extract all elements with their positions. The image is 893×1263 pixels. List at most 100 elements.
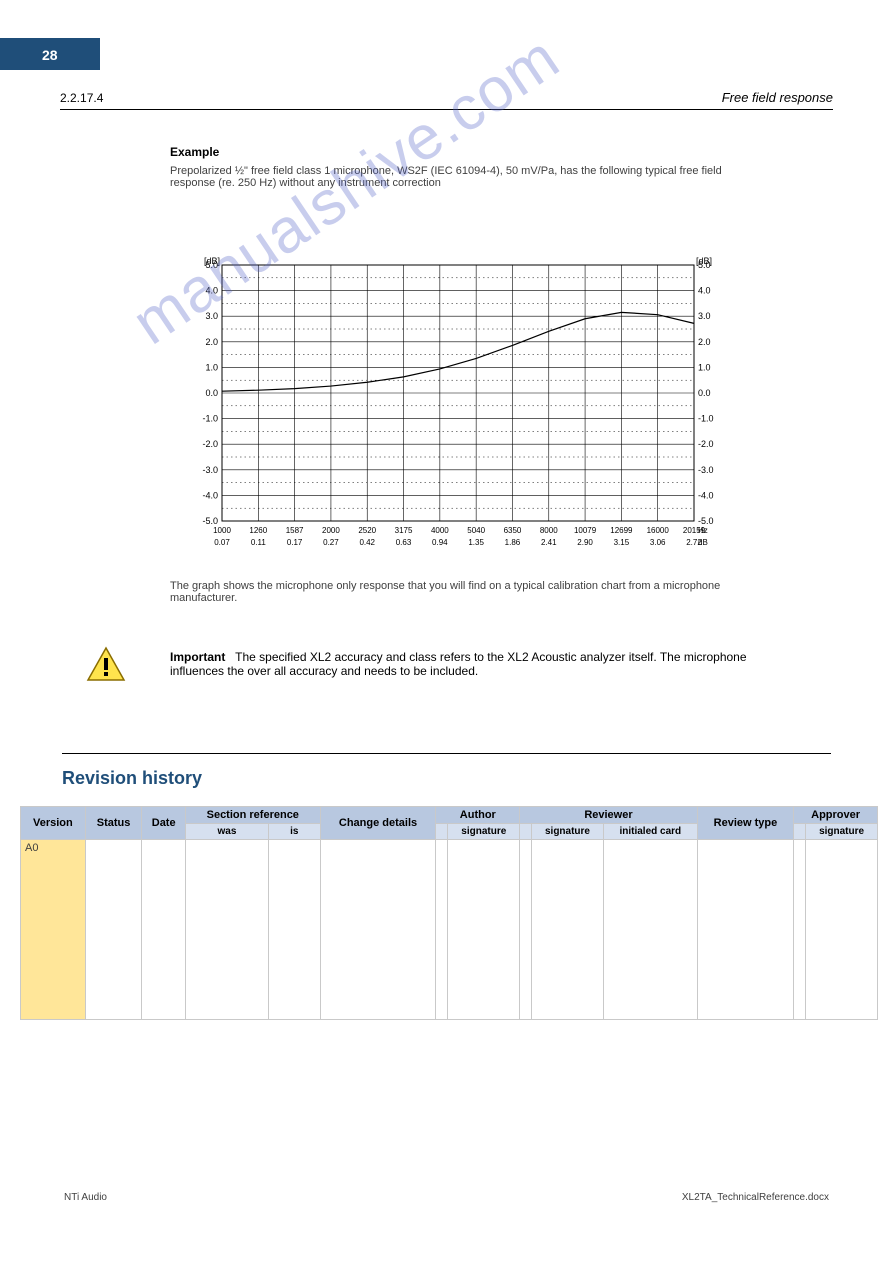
- svg-text:8000: 8000: [540, 526, 558, 535]
- table-row: A0: [21, 840, 878, 1020]
- svg-text:dB: dB: [698, 538, 708, 547]
- col-reviewer: Reviewer: [520, 807, 698, 824]
- svg-text:3.0: 3.0: [698, 311, 711, 321]
- sub-app-sig: signature: [806, 824, 878, 840]
- svg-text:-3.0: -3.0: [202, 465, 218, 475]
- svg-text:-5.0: -5.0: [202, 516, 218, 526]
- svg-text:-3.0: -3.0: [698, 465, 714, 475]
- svg-text:0.63: 0.63: [396, 538, 412, 547]
- col-review-type: Review type: [697, 807, 793, 840]
- important-label: Important: [170, 650, 225, 664]
- cell-reviewer: [520, 840, 532, 1020]
- svg-text:0.42: 0.42: [359, 538, 375, 547]
- example-description: Prepolarized ½" free field class 1 micro…: [170, 165, 730, 189]
- col-author: Author: [436, 807, 520, 824]
- svg-text:3.0: 3.0: [205, 311, 218, 321]
- svg-text:4.0: 4.0: [205, 286, 218, 296]
- cell-author: [436, 840, 448, 1020]
- svg-text:6350: 6350: [504, 526, 522, 535]
- cell-approver: [794, 840, 806, 1020]
- important-text: The specified XL2 accuracy and class ref…: [170, 650, 747, 678]
- svg-text:1260: 1260: [249, 526, 267, 535]
- cell-approver-sig: [806, 840, 878, 1020]
- sub-rev-card: initialed card: [603, 824, 697, 840]
- svg-text:Hz: Hz: [698, 526, 708, 535]
- svg-text:0.17: 0.17: [287, 538, 303, 547]
- col-date: Date: [142, 807, 186, 840]
- col-change: Change details: [320, 807, 436, 840]
- sub-rev-sig: signature: [532, 824, 604, 840]
- svg-text:1.0: 1.0: [205, 362, 218, 372]
- svg-text:2.0: 2.0: [698, 337, 711, 347]
- svg-text:2.0: 2.0: [205, 337, 218, 347]
- warning-icon: [86, 646, 126, 682]
- cell-reviewer-card: [603, 840, 697, 1020]
- cell-review-type: [697, 840, 793, 1020]
- svg-text:[dB]: [dB]: [696, 256, 712, 266]
- svg-text:-4.0: -4.0: [698, 490, 714, 500]
- svg-text:0.11: 0.11: [251, 538, 267, 547]
- section-header: 2.2.17.4 Free field response: [60, 90, 833, 110]
- svg-text:-1.0: -1.0: [698, 414, 714, 424]
- revision-history-table: Version Status Date Section reference Ch…: [20, 806, 878, 1020]
- svg-text:[dB]: [dB]: [204, 256, 220, 266]
- cell-status: [85, 840, 142, 1020]
- svg-text:1.86: 1.86: [505, 538, 521, 547]
- sub-rev-empty: [520, 824, 532, 840]
- section-title: Free field response: [722, 90, 833, 105]
- svg-text:1000: 1000: [213, 526, 231, 535]
- svg-text:0.94: 0.94: [432, 538, 448, 547]
- col-section-ref: Section reference: [185, 807, 320, 824]
- svg-text:2000: 2000: [322, 526, 340, 535]
- sub-was: was: [185, 824, 268, 840]
- section-divider: [62, 753, 831, 754]
- chart-caption: The graph shows the microphone only resp…: [170, 580, 730, 604]
- svg-text:3.15: 3.15: [614, 538, 630, 547]
- col-status: Status: [85, 807, 142, 840]
- sub-app-empty: [794, 824, 806, 840]
- svg-text:1.35: 1.35: [468, 538, 484, 547]
- example-heading: Example: [170, 145, 219, 159]
- svg-text:5040: 5040: [467, 526, 485, 535]
- sub-author-empty: [436, 824, 448, 840]
- svg-text:-1.0: -1.0: [202, 414, 218, 424]
- svg-text:4000: 4000: [431, 526, 449, 535]
- svg-text:-5.0: -5.0: [698, 516, 714, 526]
- svg-text:0.07: 0.07: [214, 538, 230, 547]
- svg-text:0.27: 0.27: [323, 538, 339, 547]
- col-approver: Approver: [794, 807, 878, 824]
- cell-reviewer-sig: [532, 840, 604, 1020]
- brand-footer: NTi Audio: [64, 1192, 107, 1203]
- sub-author-sig: signature: [448, 824, 520, 840]
- svg-text:-2.0: -2.0: [202, 439, 218, 449]
- svg-text:4.0: 4.0: [698, 286, 711, 296]
- svg-text:12699: 12699: [610, 526, 633, 535]
- svg-text:2520: 2520: [358, 526, 376, 535]
- cell-change: [320, 840, 436, 1020]
- important-note: Important The specified XL2 accuracy and…: [170, 650, 770, 678]
- svg-text:-2.0: -2.0: [698, 439, 714, 449]
- col-version: Version: [21, 807, 86, 840]
- sub-is: is: [268, 824, 320, 840]
- svg-text:16000: 16000: [647, 526, 670, 535]
- svg-text:1587: 1587: [286, 526, 304, 535]
- frequency-response-chart: -5.0 -5.0 -4.0 -4.0 -3.0 -3.0 -2.0 -2.0 -1.0 -1.0…: [188, 255, 728, 565]
- cell-was: [185, 840, 268, 1020]
- svg-text:10079: 10079: [574, 526, 597, 535]
- section-number: 2.2.17.4: [60, 91, 103, 105]
- svg-text:1.0: 1.0: [698, 362, 711, 372]
- cell-version: A0: [21, 840, 86, 1020]
- svg-text:3175: 3175: [395, 526, 413, 535]
- cell-date: [142, 840, 186, 1020]
- table-header-row: Version Status Date Section reference Ch…: [21, 807, 878, 824]
- svg-text:3.06: 3.06: [650, 538, 666, 547]
- svg-text:-4.0: -4.0: [202, 490, 218, 500]
- svg-text:0.0: 0.0: [698, 388, 711, 398]
- document-reference: XL2TA_TechnicalReference.docx: [682, 1192, 829, 1203]
- svg-text:2.90: 2.90: [577, 538, 593, 547]
- revision-history-heading: Revision history: [62, 768, 202, 789]
- cell-author-sig: [448, 840, 520, 1020]
- page-number: 28: [42, 47, 58, 63]
- cell-is: [268, 840, 320, 1020]
- svg-text:0.0: 0.0: [205, 388, 218, 398]
